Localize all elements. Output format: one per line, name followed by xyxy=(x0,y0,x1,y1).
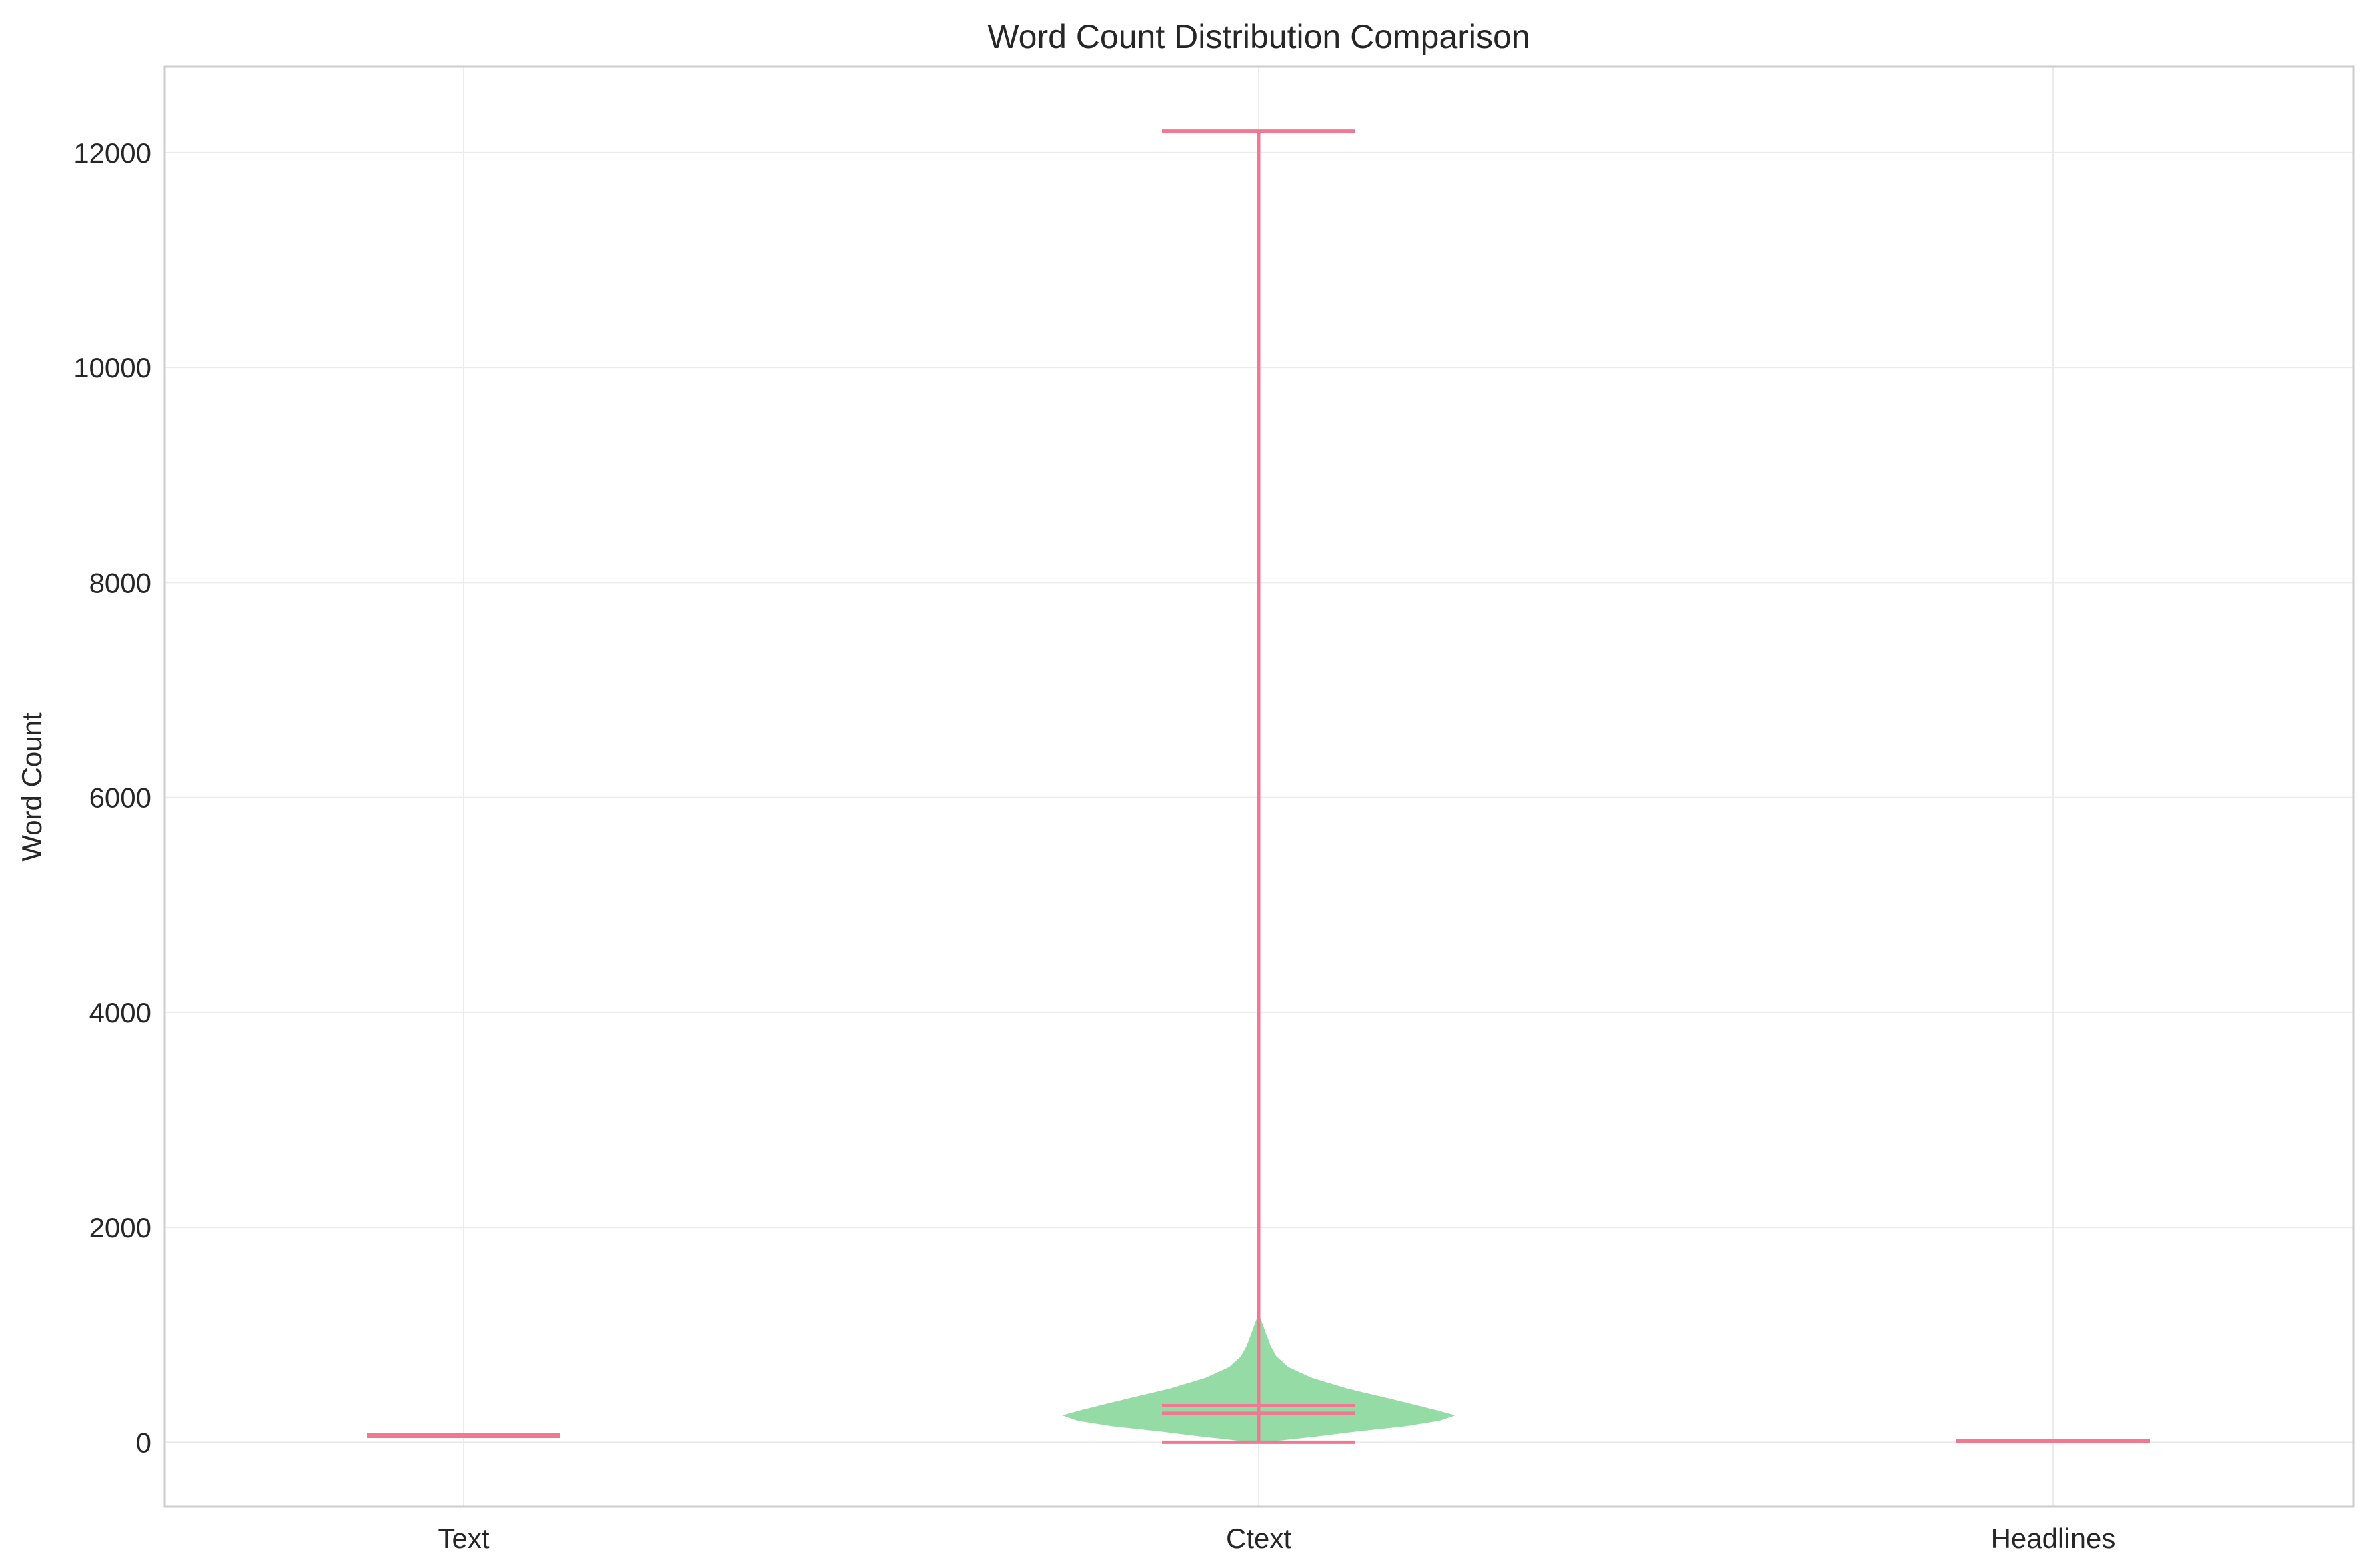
plot-frame xyxy=(163,65,2355,1508)
chart-title: Word Count Distribution Comparison xyxy=(987,18,1530,55)
y-tick-label: 4000 xyxy=(89,997,151,1028)
y-tick-label: 2000 xyxy=(89,1212,151,1243)
y-tick-label: 12000 xyxy=(73,137,151,169)
violin-stat-lines xyxy=(367,129,2150,1444)
y-tick-label: 8000 xyxy=(89,567,151,598)
y-tick-label: 10000 xyxy=(73,352,151,383)
x-tick-label: Ctext xyxy=(1226,1523,1291,1554)
y-tick-label: 6000 xyxy=(89,782,151,814)
y-tick-label: 0 xyxy=(136,1427,151,1458)
y-axis-label: Word Count xyxy=(16,712,47,862)
tick-labels: 0 2000 4000 6000 8000 10000 12000 Text Ctext Head… xyxy=(73,137,2115,1554)
x-tick-label: Text xyxy=(438,1523,489,1554)
x-tick-label: Headlines xyxy=(1991,1523,2116,1554)
